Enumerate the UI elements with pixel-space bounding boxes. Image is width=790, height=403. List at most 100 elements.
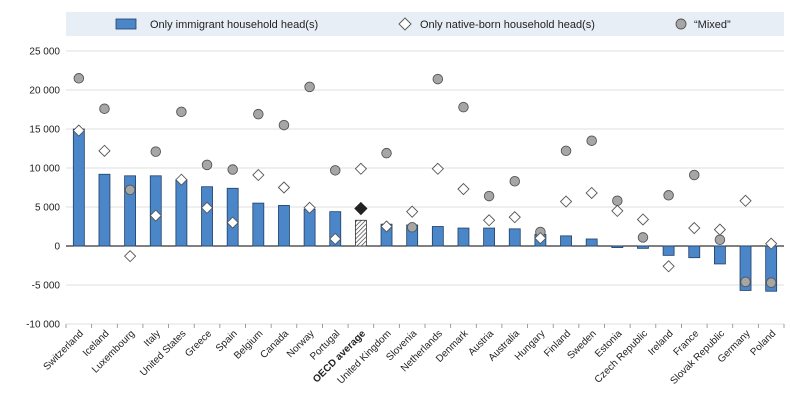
marker-native [508, 211, 521, 224]
marker-mixed [73, 73, 85, 84]
bar [508, 228, 521, 247]
marker-mixed [253, 108, 264, 120]
y-tick-label: 0 [54, 242, 60, 253]
bar [303, 208, 316, 247]
marker-native [662, 260, 675, 273]
y-tick-label: 5 000 [35, 203, 60, 214]
marker-native [380, 220, 393, 233]
marker-mixed [354, 201, 368, 216]
x-tick-label: United States [138, 328, 188, 378]
marker-mixed [612, 195, 623, 207]
y-tick-label: -10 000 [26, 320, 60, 331]
x-tick-label: Switzerland [42, 328, 86, 372]
marker-mixed [432, 73, 444, 85]
bar [98, 173, 111, 247]
bar [354, 219, 367, 247]
marker-mixed [201, 159, 213, 171]
marker-mixed [740, 276, 751, 288]
marker-native [406, 205, 419, 218]
bar [175, 179, 188, 247]
bar [713, 245, 726, 265]
y-tick-label: -5 000 [32, 281, 61, 292]
marker-native [713, 223, 727, 236]
bar [431, 226, 444, 247]
marker-native [534, 232, 547, 245]
bar [278, 205, 290, 247]
marker-mixed [124, 184, 136, 196]
marker-mixed [483, 190, 495, 202]
bar [457, 227, 470, 247]
bar [637, 245, 649, 249]
marker-native [123, 250, 137, 263]
bar [483, 227, 496, 247]
x-tick-label: Canada [259, 328, 292, 361]
plot-area: 25 000 20 000 15 000 10 000 5 000 0 -5 000 -10 … [26, 47, 785, 387]
marker-mixed [765, 277, 777, 288]
marker-native [457, 182, 470, 196]
marker-native [72, 124, 85, 137]
bar [585, 238, 598, 247]
bar [662, 245, 675, 256]
bar [739, 245, 752, 291]
x-tick-label: Sweden [565, 328, 598, 361]
marker-native [354, 162, 368, 175]
marker-mixed [381, 147, 392, 159]
x-tick-label: Ireland [646, 328, 675, 357]
y-tick-label: 15 000 [29, 125, 60, 136]
legend: Only immigrant household head(s) Only na… [66, 12, 784, 36]
marker-mixed [406, 222, 418, 233]
marker-mixed [330, 165, 341, 176]
marker-native [252, 168, 265, 182]
bar [329, 211, 342, 247]
marker-native [431, 162, 444, 175]
marker-mixed [663, 190, 674, 201]
marker-mixed [150, 146, 161, 157]
marker-mixed [689, 169, 700, 181]
marker-native [765, 237, 778, 250]
marker-native [559, 195, 573, 208]
marker-native [98, 144, 111, 157]
marker-native [329, 232, 342, 246]
marker-native [175, 173, 188, 186]
marker-mixed [560, 145, 572, 157]
legend-swatch-native [398, 17, 412, 31]
bar [124, 175, 137, 247]
bar [72, 128, 85, 247]
legend-swatch-mixed [675, 18, 687, 30]
legend-swatch-immigrant [115, 18, 137, 30]
marker-native [200, 201, 214, 214]
legend-label-native: Only native-born household head(s) [420, 19, 595, 31]
bar [201, 186, 213, 247]
marker-native [636, 213, 650, 226]
marker-mixed [278, 119, 290, 131]
y-tick-label: 25 000 [29, 47, 60, 58]
bar [252, 202, 265, 247]
legend-background [66, 12, 784, 36]
marker-native [482, 214, 496, 227]
legend-label-immigrant: Only immigrant household head(s) [150, 19, 318, 31]
marker-mixed [99, 103, 110, 114]
marker-native [149, 209, 162, 222]
x-tick-label: Greece [183, 328, 214, 359]
x-tick-label: Poland [749, 328, 779, 358]
marker-mixed [509, 176, 521, 187]
marker-mixed [714, 234, 726, 246]
marker-native [277, 181, 291, 194]
bar [611, 245, 624, 248]
marker-mixed [176, 106, 187, 118]
bar [560, 235, 572, 247]
marker-native [226, 216, 239, 229]
y-tick-label: 20 000 [29, 86, 60, 97]
x-tick-label: Italy [142, 328, 163, 349]
marker-mixed [637, 232, 649, 243]
x-tick-label: Belgium [232, 328, 265, 361]
bar [688, 245, 701, 259]
marker-mixed [586, 135, 597, 146]
marker-native [611, 204, 624, 218]
marker-native [739, 194, 752, 207]
y-tick-label: 10 000 [29, 164, 60, 175]
marker-mixed [227, 164, 238, 175]
marker-native [688, 221, 701, 235]
marker-mixed [458, 101, 469, 113]
